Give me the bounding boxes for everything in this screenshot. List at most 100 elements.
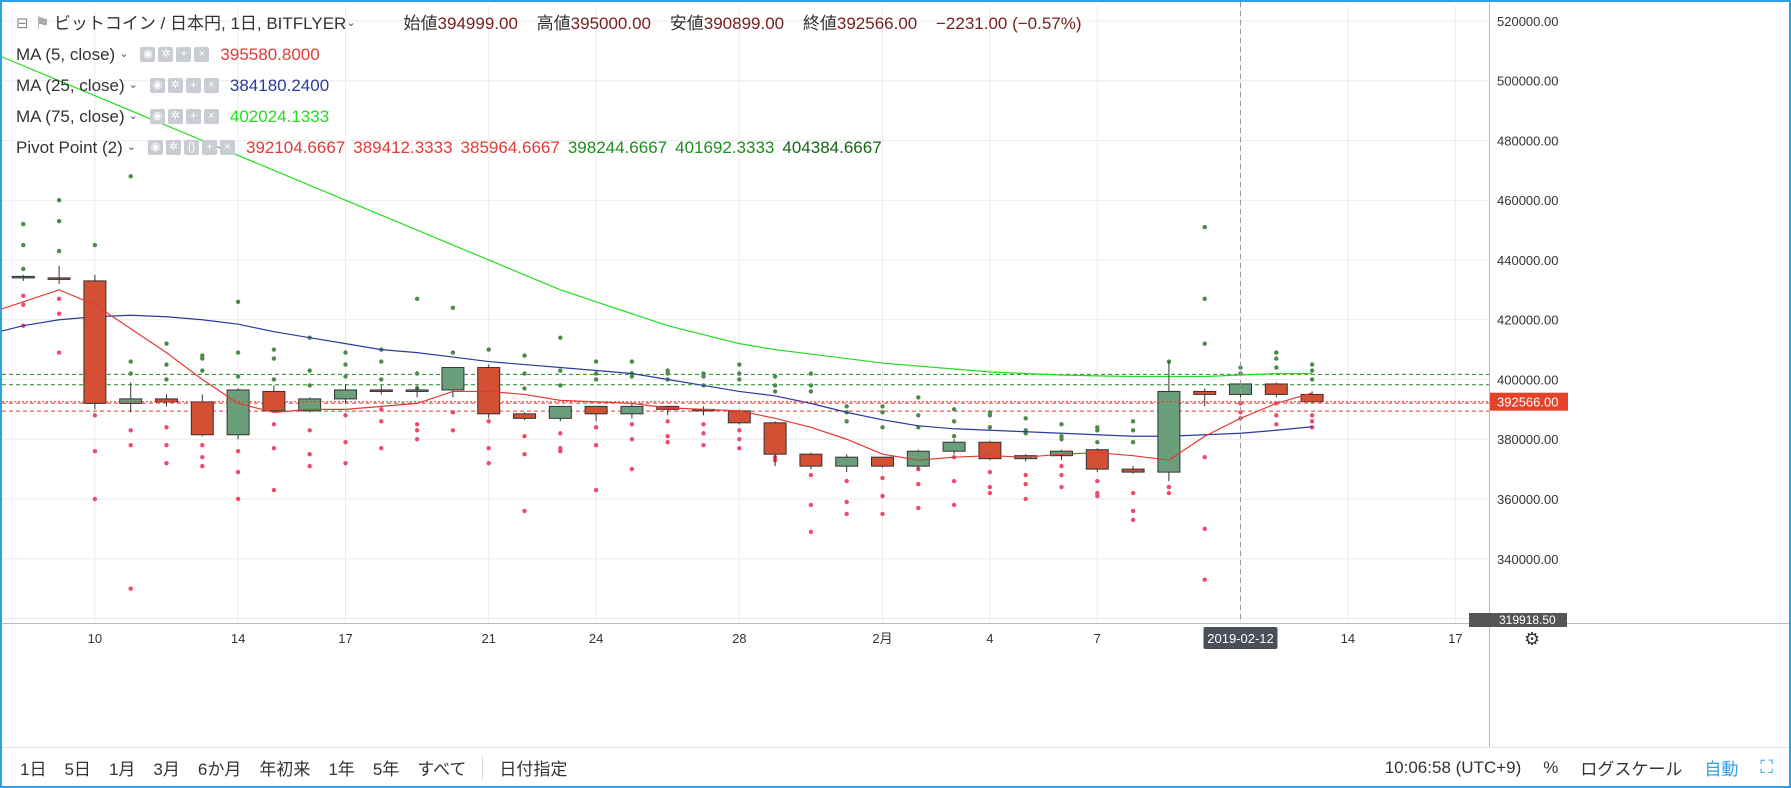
pivot-point-dot	[1166, 484, 1172, 490]
candle	[405, 385, 429, 398]
pivot-point-dot	[1023, 472, 1028, 478]
pivot-point-dot	[1309, 413, 1315, 418]
pivot-point-dot	[737, 428, 742, 433]
pivot-point-dot	[450, 305, 456, 310]
chevron-down-icon[interactable]: ⌄	[119, 48, 129, 60]
price-tick-label: 500000.00	[1497, 74, 1558, 89]
source-icon[interactable]: {}	[183, 140, 199, 155]
chevron-down-icon[interactable]: ⌄	[128, 110, 138, 122]
pivot-point-dot	[1059, 437, 1064, 442]
price-chart[interactable]: 320000.00340000.00360000.00380000.004000…	[2, 2, 1789, 747]
close-icon[interactable]: ×	[203, 109, 219, 124]
indicator-row[interactable]: Pivot Point (2) ⌄ ◉ ✲{} + × 392104.6667 389412.…	[16, 132, 1096, 163]
pivot-point-dot	[450, 428, 456, 433]
candle	[1264, 382, 1288, 398]
log-scale-toggle[interactable]: ログスケール	[1580, 760, 1683, 779]
candle	[799, 452, 823, 470]
chevron-down-icon[interactable]: ⌄	[346, 17, 356, 29]
pivot-point-dot	[486, 419, 491, 424]
pivot-point-dot	[343, 440, 348, 445]
plus-icon[interactable]: +	[185, 78, 201, 93]
range-button[interactable]: 5年	[372, 760, 400, 779]
candle	[441, 367, 465, 398]
range-button[interactable]: すべて	[417, 760, 467, 779]
pivot-point-dot	[1059, 484, 1064, 490]
collapse-icon[interactable]: ⊟	[16, 15, 29, 32]
eye-icon[interactable]: ◉	[149, 78, 165, 93]
pivot-point-dot	[808, 383, 814, 388]
flag-icon[interactable]: ⚑	[34, 14, 50, 33]
pivot-point-dot	[379, 407, 384, 412]
pivot-point-dot	[1166, 490, 1172, 496]
indicator-row[interactable]: MA (5, close) ⌄ ◉ ✲ + × 395580.8000	[16, 39, 1096, 70]
eye-icon[interactable]: ◉	[149, 109, 165, 124]
indicator-value: 398244.6667	[567, 138, 668, 157]
indicator-row[interactable]: MA (25, close) ⌄ ◉ ✲ + × 384180.2400	[16, 70, 1096, 101]
candle-body	[584, 405, 608, 415]
pivot-point-dot	[1238, 410, 1243, 415]
range-button[interactable]: 1年	[328, 760, 355, 779]
pivot-point-dot	[200, 454, 205, 460]
range-button[interactable]: 年初来	[259, 760, 311, 779]
auto-scale-toggle[interactable]: 自動	[1704, 760, 1739, 779]
close-icon[interactable]: ×	[219, 140, 235, 155]
pivot-point-dot	[235, 374, 241, 379]
date-jump-button[interactable]: 日付指定	[499, 760, 568, 779]
indicator-name[interactable]: MA (75, close)	[16, 107, 125, 126]
settings-icon[interactable]: ✲	[165, 140, 181, 155]
indicator-name[interactable]: MA (25, close)	[16, 76, 125, 95]
pivot-point-dot	[880, 511, 885, 517]
chevron-down-icon[interactable]: ⌄	[128, 79, 138, 91]
range-button[interactable]: 1月	[108, 760, 136, 779]
pivot-point-dot	[880, 404, 885, 409]
plus-icon[interactable]: +	[201, 140, 217, 155]
pivot-point-dot	[414, 296, 420, 302]
pivot-point-dot	[522, 386, 527, 391]
settings-gear-icon[interactable]: ⚙	[1524, 629, 1540, 650]
candle-body	[942, 441, 966, 452]
pivot-point-dot	[1274, 413, 1279, 418]
pivot-point-dot	[808, 472, 814, 478]
indicator-name[interactable]: Pivot Point (2)	[16, 138, 123, 157]
candle-body	[978, 441, 1002, 460]
chevron-down-icon[interactable]: ⌄	[126, 141, 136, 153]
range-button[interactable]: 3月	[153, 760, 180, 779]
eye-icon[interactable]: ◉	[147, 140, 163, 155]
ma25-line	[2, 314, 1313, 437]
close-icon[interactable]: ×	[194, 47, 210, 62]
pivot-point-dot	[1059, 472, 1064, 478]
eye-icon[interactable]: ◉	[140, 47, 156, 62]
candle	[835, 454, 859, 473]
percent-toggle[interactable]: %	[1543, 757, 1559, 777]
pivot-point-dot	[1202, 296, 1207, 302]
symbol-title[interactable]: ビットコイン / 日本円, 1日, BITFLYER	[53, 14, 347, 33]
pivot-point-dot	[414, 371, 420, 376]
pivot-point-dot	[1023, 416, 1028, 421]
settings-icon[interactable]: ✲	[167, 109, 183, 124]
pivot-point-dot	[737, 437, 742, 442]
range-button[interactable]: 1日	[20, 760, 47, 779]
divider	[482, 755, 484, 780]
indicator-name[interactable]: MA (5, close)	[16, 45, 116, 64]
candle-body	[226, 389, 250, 436]
indicator-row[interactable]: MA (75, close) ⌄ ◉ ✲ + × 402024.1333	[16, 101, 1096, 132]
settings-icon[interactable]: ✲	[167, 78, 183, 93]
plus-icon[interactable]: +	[176, 47, 192, 62]
close-icon[interactable]: ×	[203, 78, 219, 93]
pivot-point-dot	[414, 428, 420, 433]
pivot-point-dot	[522, 353, 527, 358]
pivot-point-dot	[808, 389, 814, 394]
pivot-point-dot	[56, 198, 62, 203]
candle	[1121, 466, 1145, 474]
range-button[interactable]: 5日	[64, 760, 91, 779]
axis-marker-label: 319918.50	[1499, 613, 1556, 627]
range-button[interactable]: 6か月	[197, 760, 242, 779]
pivot-point-dot	[987, 469, 993, 475]
pivot-point-dot	[522, 451, 527, 457]
pivot-point-dot	[701, 431, 706, 436]
pivot-point-dot	[343, 350, 348, 355]
plus-icon[interactable]: +	[185, 109, 201, 124]
settings-icon[interactable]: ✲	[158, 47, 174, 62]
fullscreen-icon[interactable]: ⛶	[1760, 757, 1773, 777]
